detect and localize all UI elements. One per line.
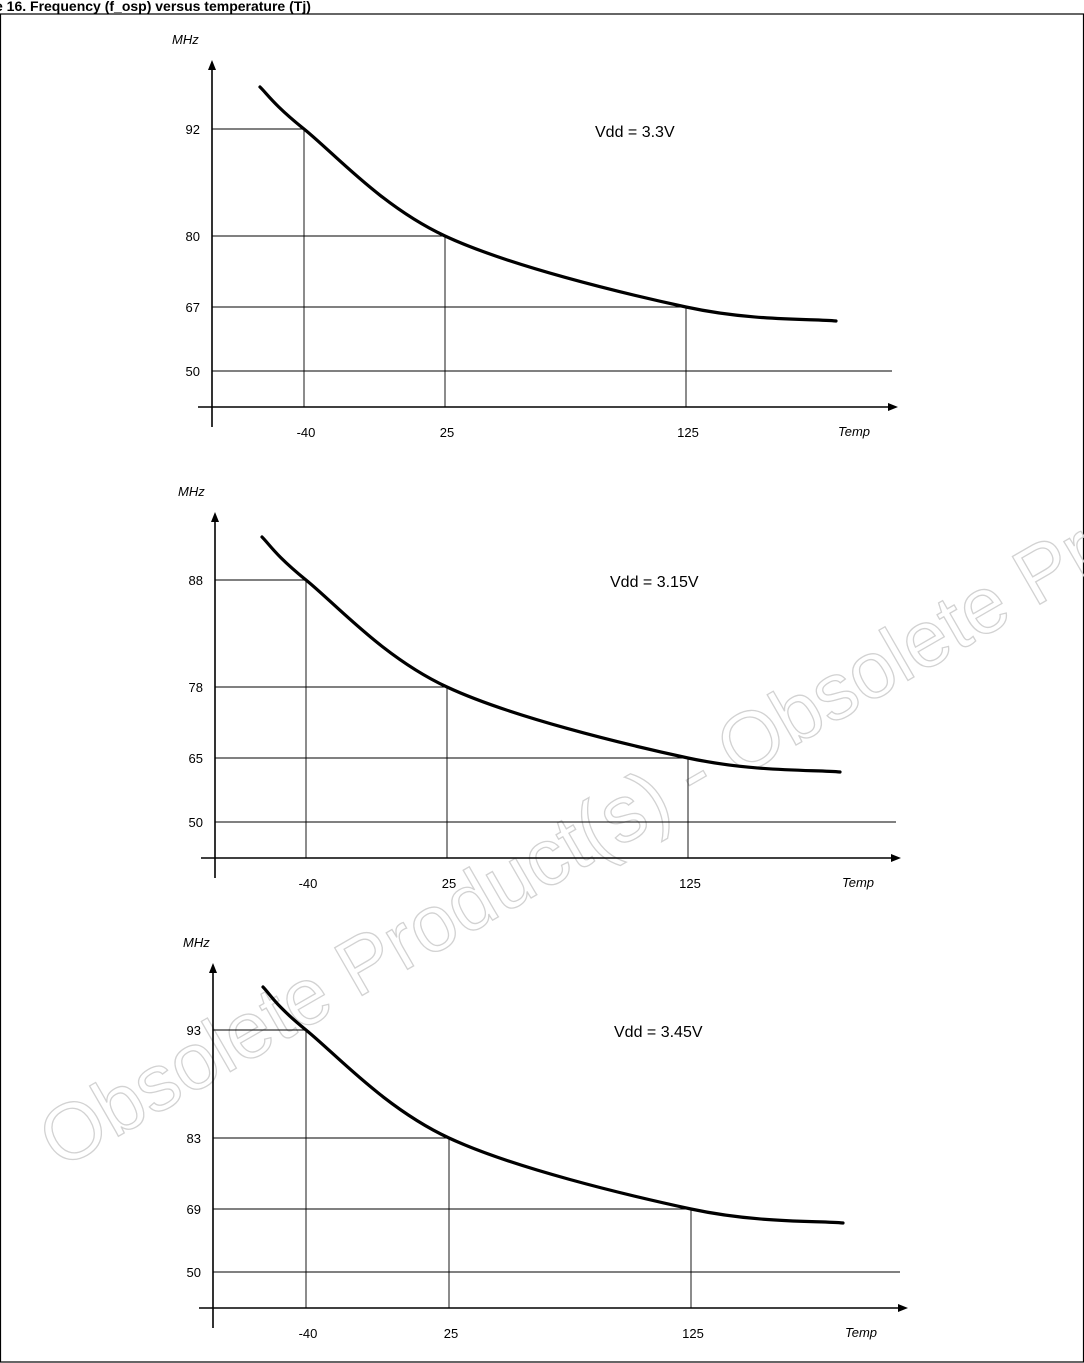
y-axis-arrow xyxy=(209,963,217,973)
x-tick-label: 25 xyxy=(440,425,454,440)
x-tick-label: -40 xyxy=(299,876,318,891)
y-axis-arrow xyxy=(211,512,219,522)
x-tick-label: 25 xyxy=(442,876,456,891)
charts-group: 50 67 80 92 -40 25 125 MHz Temp Vdd = 3.3V 50 65 78 8… xyxy=(172,32,908,1341)
y-axis-label: MHz xyxy=(183,935,210,950)
y-tick-label: 50 xyxy=(187,1265,201,1280)
x-axis-label: Temp xyxy=(842,875,874,890)
x-axis-label: Temp xyxy=(838,424,870,439)
y-tick-label: 78 xyxy=(189,680,203,695)
y-tick-label: 83 xyxy=(187,1131,201,1146)
y-axis-arrow xyxy=(208,60,216,70)
vdd-annotation: Vdd = 3.45V xyxy=(614,1024,703,1041)
x-tick-label: 125 xyxy=(677,425,699,440)
x-tick-label: 125 xyxy=(682,1326,704,1341)
y-tick-label: 50 xyxy=(186,364,200,379)
x-tick-label: -40 xyxy=(299,1326,318,1341)
chart-panel-2: 50 65 78 88 -40 25 125 MHz Temp Vdd = 3.15V xyxy=(178,484,901,891)
x-tick-label: 25 xyxy=(444,1326,458,1341)
chart-panel-3: 50 69 83 93 -40 25 125 MHz Temp Vdd = 3.45V xyxy=(183,935,908,1341)
x-axis-arrow xyxy=(888,403,898,411)
y-tick-label: 88 xyxy=(189,573,203,588)
x-axis-arrow xyxy=(891,854,901,862)
y-tick-label: 65 xyxy=(189,751,203,766)
x-axis-arrow xyxy=(898,1304,908,1312)
frequency-curve xyxy=(260,535,842,774)
frequency-curve xyxy=(261,985,845,1225)
frequency-curve xyxy=(258,85,838,323)
y-tick-label: 80 xyxy=(186,229,200,244)
y-tick-label: 92 xyxy=(186,122,200,137)
y-axis-label: MHz xyxy=(172,32,199,47)
x-axis-label: Temp xyxy=(845,1325,877,1340)
y-tick-label: 93 xyxy=(187,1023,201,1038)
vdd-annotation: Vdd = 3.3V xyxy=(595,124,675,141)
x-tick-label: 125 xyxy=(679,876,701,891)
x-tick-label: -40 xyxy=(297,425,316,440)
y-tick-label: 69 xyxy=(187,1202,201,1217)
y-tick-label: 67 xyxy=(186,300,200,315)
vdd-annotation: Vdd = 3.15V xyxy=(610,574,699,591)
figure-caption: Figure 16. Frequency (f_osp) versus temp… xyxy=(0,0,311,14)
chart-panel-1: 50 67 80 92 -40 25 125 MHz Temp Vdd = 3.3V xyxy=(172,32,898,440)
y-tick-label: 50 xyxy=(189,815,203,830)
y-axis-label: MHz xyxy=(178,484,205,499)
